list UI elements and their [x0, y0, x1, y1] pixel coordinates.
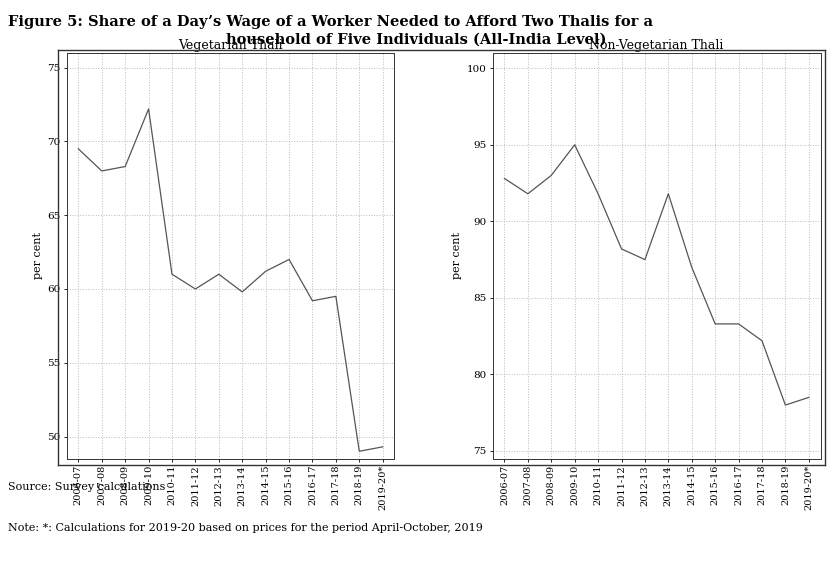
Text: Source: Survey calculations: Source: Survey calculations: [8, 482, 166, 492]
Y-axis label: per cent: per cent: [33, 232, 43, 279]
Title: Non-Vegetarian Thali: Non-Vegetarian Thali: [590, 39, 724, 52]
Text: Figure 5: Share of a Day’s Wage of a Worker Needed to Afford Two Thalis for a: Figure 5: Share of a Day’s Wage of a Wor…: [8, 15, 653, 29]
Text: household of Five Individuals (All-India Level): household of Five Individuals (All-India…: [227, 32, 606, 46]
Y-axis label: per cent: per cent: [452, 232, 462, 279]
Text: Note: *: Calculations for 2019-20 based on prices for the period April-October, : Note: *: Calculations for 2019-20 based …: [8, 523, 483, 533]
Title: Vegetarian Thali: Vegetarian Thali: [178, 39, 283, 52]
